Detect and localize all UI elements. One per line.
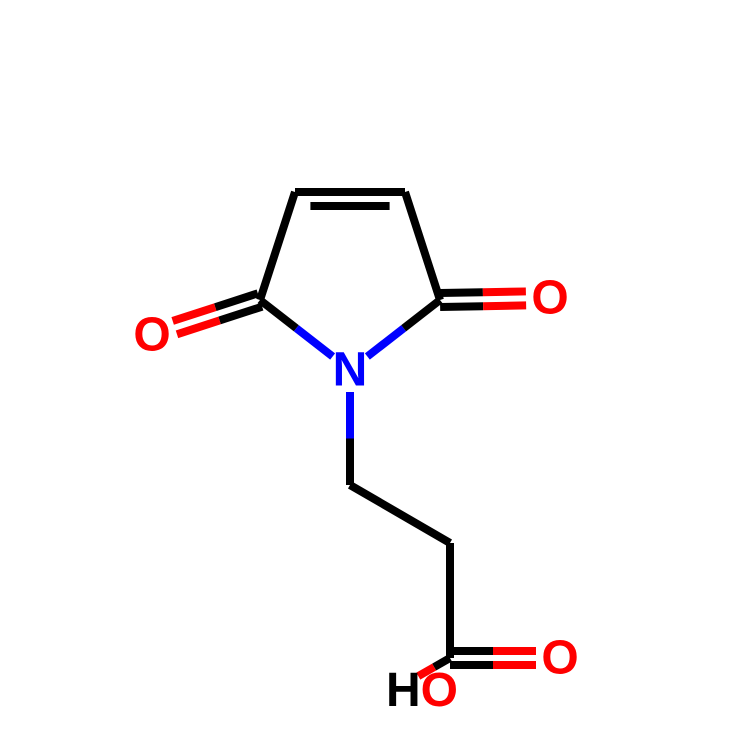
molecule-diagram: N O O O HO [0,0,750,750]
atom-o11: O [541,632,578,685]
atom-o7: O [133,309,170,362]
atom-o12: HO [386,664,458,717]
atom-n1: N [333,344,368,397]
atom-o6: O [531,272,568,325]
